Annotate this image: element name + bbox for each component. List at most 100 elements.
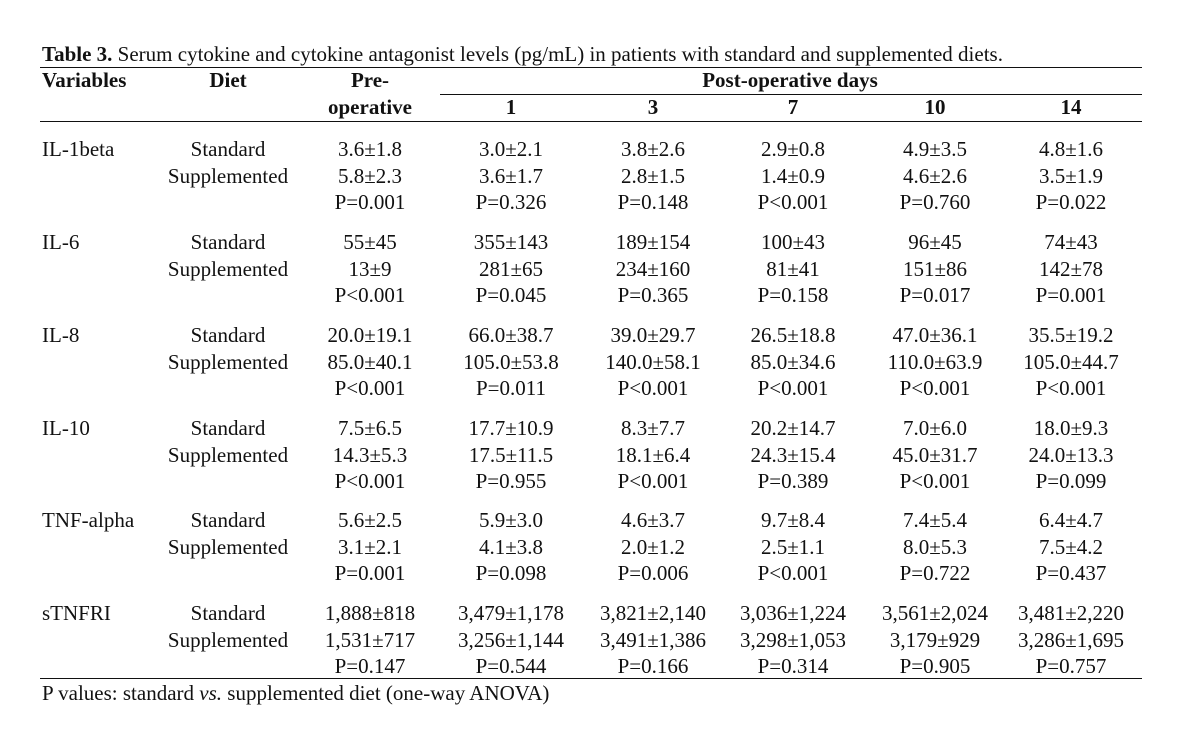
footnote-text: P values: standard: [42, 681, 200, 705]
p-value-cell: P=0.148: [617, 190, 689, 214]
supplemented-value-cell: 234±160: [615, 256, 691, 281]
footnote: P values: standard vs. supplemented diet…: [42, 681, 549, 706]
variable-name: IL-8: [42, 323, 80, 347]
p-value-cell: P=0.389: [757, 469, 829, 493]
header-pre-2: operative: [328, 95, 412, 119]
standard-value-cell: 55±45: [343, 230, 397, 254]
standard-value-cell: 3.0±2.1: [478, 137, 544, 161]
standard-value-cell: 3.8±2.6: [620, 137, 686, 161]
standard-value-cell: 7.5±6.5: [337, 416, 403, 440]
header-pre-1: Pre-: [350, 68, 390, 92]
supplemented-value-cell: 13±9: [348, 256, 392, 281]
p-value-cell: P=0.544: [475, 654, 547, 678]
p-value-cell: P=0.001: [334, 561, 406, 585]
p-value-cell: P=0.158: [757, 283, 829, 307]
supplemented-value-cell: 17.5±11.5: [468, 442, 554, 467]
p-value-cell: P<0.001: [334, 376, 406, 400]
supplemented-value-cell: 3.1±2.1: [337, 534, 403, 559]
standard-value-cell: 6.4±4.7: [1038, 508, 1104, 532]
p-value-cell: P=0.017: [899, 283, 971, 307]
p-value-cell: P<0.001: [757, 190, 829, 214]
standard-value-cell: 96±45: [908, 230, 962, 254]
p-value-cell: P=0.437: [1035, 561, 1107, 585]
p-value-cell: P=0.955: [475, 469, 547, 493]
header-diet: Diet: [209, 68, 247, 92]
header-day-3: 3: [647, 95, 659, 119]
supplemented-value-cell: 110.0±63.9: [887, 349, 983, 374]
variable-name: TNF-alpha: [42, 508, 135, 532]
supplemented-value-cell: 85.0±40.1: [327, 349, 413, 374]
diet-standard: Standard: [190, 416, 266, 440]
standard-value-cell: 8.3±7.7: [620, 416, 686, 440]
top-rule: [40, 67, 1142, 69]
supplemented-value-cell: 4.6±2.6: [902, 163, 968, 188]
p-value-cell: P=0.045: [475, 283, 547, 307]
supplemented-value-cell: 24.3±15.4: [750, 442, 836, 467]
standard-value-cell: 26.5±18.8: [750, 323, 836, 347]
supplemented-value-cell: 3,286±1,695: [1017, 627, 1125, 652]
supplemented-value-cell: 85.0±34.6: [750, 349, 836, 374]
header-variables: Variables: [42, 68, 127, 92]
standard-value-cell: 3,561±2,024: [881, 601, 989, 625]
diet-supplemented: Supplemented: [167, 349, 289, 374]
p-value-cell: P=0.757: [1035, 654, 1107, 678]
standard-value-cell: 3,036±1,224: [739, 601, 847, 625]
standard-value-cell: 9.7±8.4: [760, 508, 826, 532]
standard-value-cell: 3,479±1,178: [457, 601, 565, 625]
standard-value-cell: 20.2±14.7: [750, 416, 836, 440]
p-value-cell: P=0.905: [899, 654, 971, 678]
standard-value-cell: 4.9±3.5: [902, 137, 968, 161]
p-value-cell: P=0.722: [899, 561, 971, 585]
p-value-cell: P=0.001: [334, 190, 406, 214]
standard-value-cell: 7.4±5.4: [902, 508, 968, 532]
standard-value-cell: 2.9±0.8: [760, 137, 826, 161]
supplemented-value-cell: 105.0±44.7: [1023, 349, 1119, 374]
supplemented-value-cell: 3,179±929: [889, 627, 981, 652]
p-value-cell: P=0.365: [617, 283, 689, 307]
supplemented-value-cell: 4.1±3.8: [478, 534, 544, 559]
table-title: Serum cytokine and cytokine antagonist l…: [112, 42, 1003, 66]
header-day-14: 14: [1060, 95, 1082, 119]
supplemented-value-cell: 24.0±13.3: [1028, 442, 1114, 467]
p-value-cell: P=0.166: [617, 654, 689, 678]
p-value-cell: P=0.001: [1035, 283, 1107, 307]
standard-value-cell: 7.0±6.0: [902, 416, 968, 440]
supplemented-value-cell: 3,298±1,053: [739, 627, 847, 652]
standard-value-cell: 355±143: [473, 230, 549, 254]
diet-supplemented: Supplemented: [167, 442, 289, 467]
variable-name: IL-1beta: [42, 137, 115, 161]
standard-value-cell: 3,481±2,220: [1017, 601, 1125, 625]
standard-value-cell: 47.0±36.1: [892, 323, 978, 347]
p-value-cell: P<0.001: [1035, 376, 1107, 400]
post-days-rule: [440, 94, 1142, 96]
standard-value-cell: 35.5±19.2: [1028, 323, 1114, 347]
supplemented-value-cell: 3,491±1,386: [599, 627, 707, 652]
supplemented-value-cell: 2.5±1.1: [760, 534, 826, 559]
supplemented-value-cell: 5.8±2.3: [337, 163, 403, 188]
standard-value-cell: 39.0±29.7: [610, 323, 696, 347]
p-value-cell: P=0.760: [899, 190, 971, 214]
standard-value-cell: 189±154: [615, 230, 691, 254]
standard-value-cell: 18.0±9.3: [1033, 416, 1109, 440]
p-value-cell: P<0.001: [899, 469, 971, 493]
supplemented-value-cell: 1.4±0.9: [760, 163, 826, 188]
standard-value-cell: 5.9±3.0: [478, 508, 544, 532]
p-value-cell: P=0.147: [334, 654, 406, 678]
supplemented-value-cell: 2.0±1.2: [620, 534, 686, 559]
p-value-cell: P<0.001: [617, 469, 689, 493]
p-value-cell: P<0.001: [334, 283, 406, 307]
supplemented-value-cell: 281±65: [478, 256, 544, 281]
supplemented-value-cell: 151±86: [902, 256, 968, 281]
table-caption: Table 3. Serum cytokine and cytokine ant…: [42, 42, 1003, 67]
header-rule: [40, 121, 1142, 123]
diet-standard: Standard: [190, 323, 266, 347]
header-day-1: 1: [505, 95, 517, 119]
standard-value-cell: 5.6±2.5: [337, 508, 403, 532]
diet-standard: Standard: [190, 508, 266, 532]
diet-standard: Standard: [190, 601, 266, 625]
supplemented-value-cell: 14.3±5.3: [332, 442, 408, 467]
standard-value-cell: 3,821±2,140: [599, 601, 707, 625]
supplemented-value-cell: 140.0±58.1: [605, 349, 701, 374]
p-value-cell: P=0.006: [617, 561, 689, 585]
standard-value-cell: 4.8±1.6: [1038, 137, 1104, 161]
